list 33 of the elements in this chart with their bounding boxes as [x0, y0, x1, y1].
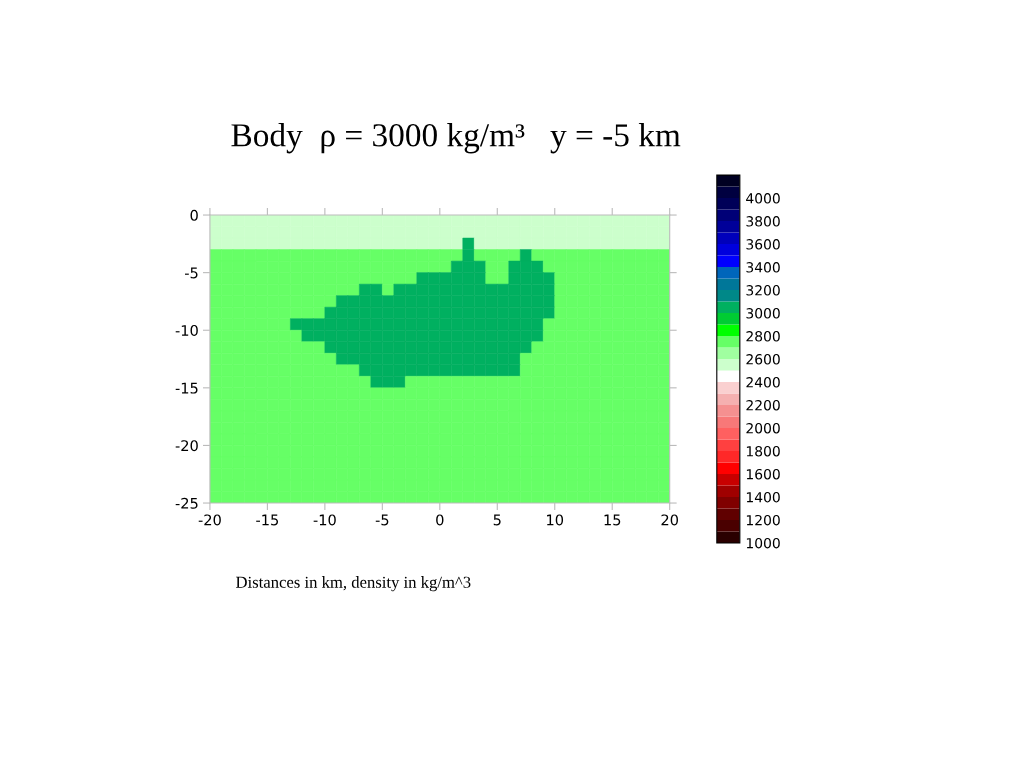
y-tick-label: -25 [175, 497, 198, 509]
color-bar-label: 2400 [746, 377, 780, 388]
x-tick-label: -15 [256, 514, 279, 526]
color-bar-label: 2600 [746, 354, 780, 365]
x-tick-label: 0 [436, 514, 444, 526]
y-tick-label: -5 [184, 267, 198, 279]
y-tick-label: 0 [190, 209, 198, 221]
color-bar-label: 1000 [746, 537, 780, 549]
color-bar-label: 3200 [746, 285, 780, 296]
color-bar-label: 2800 [746, 331, 780, 342]
x-tick-label: 15 [604, 514, 621, 526]
color-bar-label: 3800 [746, 216, 780, 227]
color-bar-label: 3400 [746, 262, 780, 273]
text: Distances in km, density in kg/m^3 [236, 576, 471, 592]
x-tick-label: -10 [313, 514, 336, 526]
color-bar-label: 1200 [746, 514, 780, 526]
color-bar-label: 2000 [746, 422, 780, 434]
x-tick-label: -20 [198, 514, 221, 526]
chart-title: Body ρ = 3000 kg/m³ y = -5 km [231, 123, 681, 154]
color-bar-label: 3000 [746, 308, 780, 319]
color-bar-label: 3600 [746, 239, 780, 250]
y-tick-label: -15 [175, 382, 198, 394]
color-bar-label: 1400 [746, 491, 780, 503]
color-bar-label: 4000 [746, 193, 780, 204]
x-tick-label: 20 [661, 514, 679, 526]
color-bar-label: 1600 [746, 468, 780, 480]
x-tick-label: -5 [375, 514, 389, 526]
y-tick-label: -10 [175, 324, 198, 336]
color-bar-label: 1800 [746, 445, 780, 457]
x-tick-label: 5 [493, 514, 501, 526]
color-bar-label: 2200 [746, 399, 780, 411]
y-tick-label: -20 [175, 440, 198, 452]
x-tick-label: 10 [547, 514, 564, 526]
